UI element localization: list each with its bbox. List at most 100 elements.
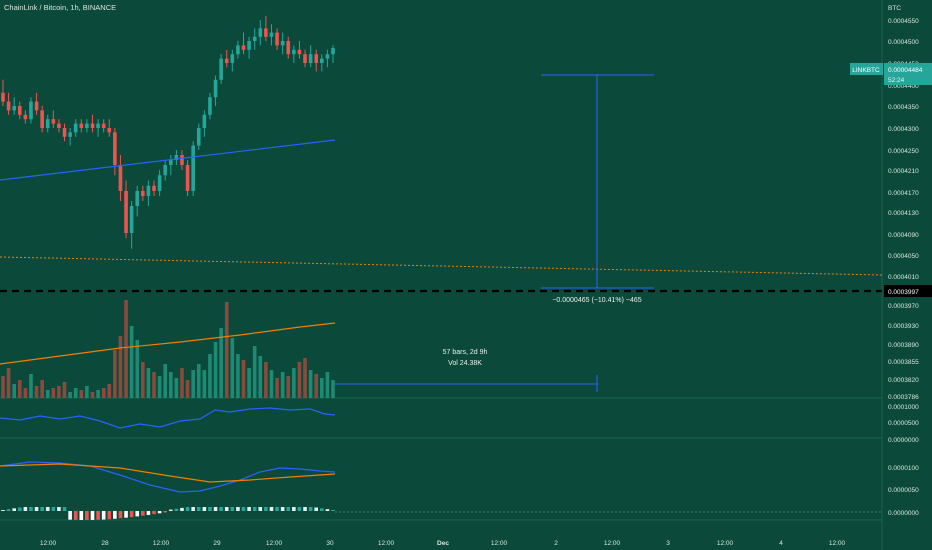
- histogram-bar: [286, 507, 291, 511]
- histogram-bar: [292, 507, 296, 511]
- volume-bar: [191, 370, 195, 398]
- histogram-bar: [107, 511, 112, 520]
- time-axis-label: 29: [213, 540, 221, 547]
- symbol-tag-label: LINKBTC: [852, 67, 880, 74]
- candle-body: [45, 119, 50, 128]
- candle-body: [247, 41, 251, 50]
- candle-body: [107, 128, 112, 133]
- volume-bar: [85, 386, 89, 398]
- volume-bar: [113, 350, 117, 398]
- volume-bar: [101, 388, 106, 398]
- volume-bar: [292, 368, 296, 398]
- symbol-price-tag[interactable]: LINKBTC 0.00004484 52:24: [850, 63, 932, 85]
- price-axis-label: 0.0003786: [888, 394, 919, 401]
- candle-body: [124, 191, 128, 233]
- histogram-bar: [241, 507, 246, 511]
- volume-bar: [297, 362, 302, 398]
- histogram-bar: [96, 511, 100, 520]
- candle-body: [168, 160, 173, 165]
- measure-change-label: −0.0000465 (−10.41%) −465: [552, 297, 641, 304]
- volume-bar: [23, 388, 28, 398]
- indicator-1-line: [0, 407, 336, 429]
- volume-bar: [320, 378, 324, 398]
- ind2-axis-label: 0.0000000: [888, 510, 919, 517]
- histogram-bar: [314, 507, 319, 511]
- candle-body: [129, 206, 134, 233]
- price-range-measure[interactable]: −0.0000465 (−10.41%) −465: [541, 74, 654, 304]
- price-axis-label: 0.0004300: [888, 126, 919, 133]
- volume-bar: [303, 358, 307, 398]
- histogram-bar: [12, 508, 16, 511]
- histogram-bar: [73, 511, 78, 520]
- volume-bar: [40, 380, 44, 398]
- candle-body: [264, 28, 268, 37]
- volume-bar: [252, 346, 257, 398]
- histogram-bar: [275, 507, 279, 511]
- price-axis-label: 0.0003820: [888, 377, 919, 384]
- candle-body: [208, 97, 212, 115]
- volume-bar: [17, 380, 22, 398]
- volume-bar: [34, 386, 39, 398]
- volume-bar: [264, 362, 268, 398]
- ind2-axis-label: 0.0000050: [888, 487, 919, 494]
- volume-bar: [269, 370, 274, 398]
- bars-count-label: 57 bars, 2d 9h: [443, 349, 488, 356]
- candle-body: [303, 54, 307, 63]
- price-axis-label: 0.0003970: [888, 303, 919, 310]
- symbol-tag-bg: [850, 63, 883, 75]
- time-axis-label: Dec: [437, 540, 449, 547]
- histogram-bar: [45, 507, 50, 511]
- histogram-bar: [1, 510, 5, 511]
- volume-bar: [236, 354, 240, 398]
- candle-body: [252, 36, 257, 41]
- line-tag-bg: [884, 285, 932, 297]
- time-axis-label: 4: [779, 540, 783, 547]
- price-tag-value: 0.00004484: [888, 67, 923, 74]
- volume-bar: [146, 368, 151, 398]
- volume-bar: [135, 340, 140, 398]
- candle-body: [258, 28, 263, 37]
- histogram-bar: [62, 507, 67, 511]
- histogram-bar: [325, 509, 330, 511]
- volume-bar: [6, 368, 11, 398]
- candle-body: [314, 54, 319, 63]
- histogram-bar: [297, 507, 302, 511]
- candle-body: [202, 114, 207, 128]
- ind2-axis-label: 0.0000100: [888, 465, 919, 472]
- candle-body: [118, 165, 123, 191]
- volume-bar: [68, 392, 72, 398]
- histogram-bar: [224, 507, 229, 511]
- volume-bar: [180, 368, 184, 398]
- price-axis-label: 0.0004350: [888, 104, 919, 111]
- histogram-bar: [57, 507, 61, 511]
- time-axis-label: 12:00: [604, 540, 621, 547]
- histogram-bar: [68, 511, 72, 520]
- time-axis-label: 12:00: [40, 540, 57, 547]
- histogram-bar: [230, 507, 235, 511]
- time-axis-label: 12:00: [153, 540, 170, 547]
- date-range-measure[interactable]: 57 bars, 2d 9h Vol 24.38K: [335, 349, 598, 392]
- line-tag-value: 0.0003997: [888, 289, 919, 296]
- histogram-bar: [101, 511, 106, 520]
- price-axis-label: 0.0004090: [888, 232, 919, 239]
- time-axis-label: 12:00: [378, 540, 395, 547]
- volume-bar: [129, 326, 134, 398]
- price-axis-label: 0.0003930: [888, 323, 919, 330]
- volume-bar: [174, 378, 179, 398]
- candle-body: [174, 155, 179, 160]
- price-tag-countdown: 52:24: [888, 77, 905, 84]
- candle-body: [308, 54, 313, 63]
- histogram-bar: [163, 511, 168, 513]
- candle-body: [331, 48, 335, 55]
- candle-body: [219, 58, 223, 80]
- candle-body: [320, 58, 324, 63]
- candle-body: [269, 32, 274, 37]
- time-axis-label: 30: [326, 540, 334, 547]
- candle-body: [146, 185, 151, 196]
- histogram-bar: [196, 507, 201, 511]
- candle-body: [34, 101, 39, 111]
- volume-bar: [230, 338, 235, 398]
- volume-bar: [96, 390, 100, 398]
- candle-body: [1, 92, 5, 102]
